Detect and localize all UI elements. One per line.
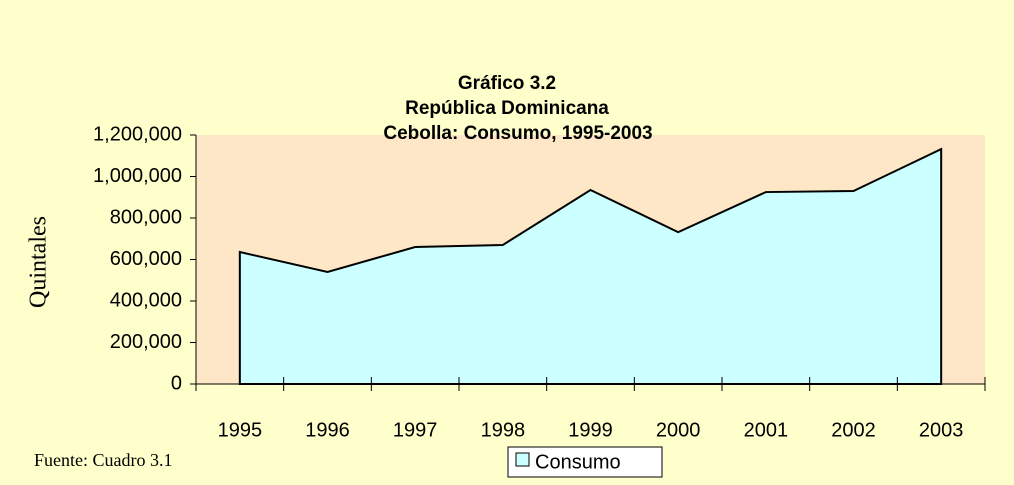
legend-label: Consumo xyxy=(535,451,621,473)
y-tick-label: 0 xyxy=(171,372,182,394)
x-tick-label: 1999 xyxy=(568,419,613,441)
chart-title: Gráfico 3.2 xyxy=(458,73,556,94)
x-tick-label: 2003 xyxy=(919,419,964,441)
area xyxy=(238,147,943,385)
y-tick-label: 200,000 xyxy=(110,331,182,353)
y-tick-label: 1,000,000 xyxy=(93,165,182,187)
y-tick-label: 400,000 xyxy=(110,289,182,311)
x-tick-label: 1995 xyxy=(218,419,263,441)
y-tick-label: 800,000 xyxy=(110,206,182,228)
y-tick-label: 1,200,000 xyxy=(93,123,182,145)
y-tick-label: 600,000 xyxy=(110,248,182,270)
chart-title: Cebolla: Consumo, 1995-2003 xyxy=(383,123,652,144)
x-tick-label: 1997 xyxy=(393,419,438,441)
x-tick-label: 1998 xyxy=(481,419,526,441)
legend xyxy=(507,446,663,478)
x-tick-label: 1996 xyxy=(305,419,350,441)
chart-title: República Dominicana xyxy=(405,98,609,119)
source-note: Fuente: Cuadro 3.1 xyxy=(34,450,172,470)
x-tick-label: 2001 xyxy=(744,419,789,441)
x-tick-label: 2000 xyxy=(656,419,701,441)
x-tick-label: 2002 xyxy=(831,419,876,441)
y-axis-label: Quintales xyxy=(26,216,52,308)
legend-swatch xyxy=(515,452,530,467)
